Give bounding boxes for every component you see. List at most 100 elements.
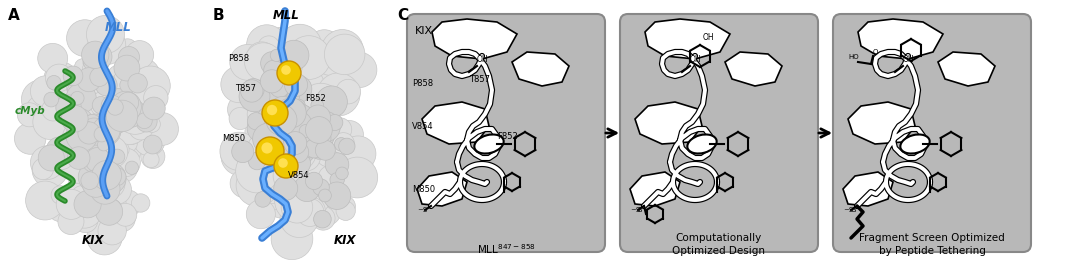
Polygon shape bbox=[635, 102, 702, 144]
Circle shape bbox=[72, 134, 90, 151]
Circle shape bbox=[299, 138, 322, 161]
Circle shape bbox=[274, 99, 307, 131]
Circle shape bbox=[287, 90, 299, 102]
Circle shape bbox=[56, 189, 86, 219]
Circle shape bbox=[92, 160, 122, 190]
Circle shape bbox=[280, 147, 309, 176]
Circle shape bbox=[291, 105, 315, 130]
Circle shape bbox=[30, 146, 64, 180]
Circle shape bbox=[102, 95, 123, 117]
Circle shape bbox=[89, 123, 107, 141]
Circle shape bbox=[90, 122, 106, 138]
Circle shape bbox=[95, 74, 117, 96]
Text: F852: F852 bbox=[497, 132, 517, 141]
Circle shape bbox=[132, 194, 150, 212]
Circle shape bbox=[289, 63, 312, 85]
Circle shape bbox=[246, 25, 287, 65]
Circle shape bbox=[284, 120, 312, 148]
Circle shape bbox=[280, 161, 292, 173]
Circle shape bbox=[81, 132, 102, 153]
Circle shape bbox=[104, 184, 119, 198]
Circle shape bbox=[106, 99, 126, 120]
Circle shape bbox=[287, 36, 330, 80]
Circle shape bbox=[293, 163, 315, 186]
Circle shape bbox=[83, 108, 123, 148]
Circle shape bbox=[271, 27, 289, 46]
Text: cMyb: cMyb bbox=[15, 106, 45, 116]
Circle shape bbox=[48, 97, 72, 122]
Polygon shape bbox=[417, 172, 467, 206]
Circle shape bbox=[288, 86, 319, 116]
Circle shape bbox=[91, 122, 111, 142]
Circle shape bbox=[279, 127, 299, 148]
Circle shape bbox=[220, 66, 257, 103]
Circle shape bbox=[87, 85, 116, 113]
Text: P858: P858 bbox=[411, 79, 433, 88]
Circle shape bbox=[78, 113, 113, 148]
Circle shape bbox=[336, 201, 355, 221]
Circle shape bbox=[269, 134, 299, 164]
Circle shape bbox=[63, 97, 89, 123]
Circle shape bbox=[97, 125, 114, 142]
Circle shape bbox=[90, 122, 123, 156]
Circle shape bbox=[117, 135, 137, 155]
Circle shape bbox=[62, 105, 89, 132]
Circle shape bbox=[294, 136, 321, 163]
Circle shape bbox=[285, 75, 312, 103]
Circle shape bbox=[276, 193, 307, 223]
Circle shape bbox=[324, 34, 365, 75]
Circle shape bbox=[281, 65, 291, 75]
Circle shape bbox=[44, 62, 78, 96]
Circle shape bbox=[276, 61, 301, 85]
Circle shape bbox=[106, 100, 138, 132]
Circle shape bbox=[89, 136, 118, 165]
Circle shape bbox=[273, 176, 298, 200]
Circle shape bbox=[313, 210, 332, 228]
Circle shape bbox=[67, 20, 104, 57]
Circle shape bbox=[319, 165, 343, 190]
Text: Fragment Screen Optimized
by Peptide Tethering: Fragment Screen Optimized by Peptide Tet… bbox=[859, 233, 1004, 256]
Circle shape bbox=[26, 181, 65, 220]
Circle shape bbox=[87, 118, 103, 133]
Circle shape bbox=[299, 124, 312, 138]
Circle shape bbox=[288, 145, 303, 160]
Circle shape bbox=[336, 79, 361, 104]
Circle shape bbox=[284, 118, 308, 142]
Circle shape bbox=[310, 111, 340, 142]
Circle shape bbox=[256, 88, 286, 118]
Circle shape bbox=[287, 120, 313, 146]
Circle shape bbox=[297, 121, 321, 145]
Circle shape bbox=[314, 105, 337, 128]
Circle shape bbox=[95, 168, 125, 198]
Circle shape bbox=[89, 93, 125, 130]
Circle shape bbox=[294, 115, 312, 133]
Circle shape bbox=[287, 130, 314, 157]
Circle shape bbox=[247, 115, 274, 142]
Circle shape bbox=[63, 66, 83, 86]
Circle shape bbox=[288, 110, 310, 131]
Circle shape bbox=[67, 80, 84, 97]
Circle shape bbox=[283, 121, 309, 147]
Circle shape bbox=[329, 169, 346, 185]
Circle shape bbox=[280, 199, 319, 238]
Circle shape bbox=[83, 114, 102, 133]
Circle shape bbox=[83, 128, 113, 158]
Circle shape bbox=[81, 122, 111, 152]
Circle shape bbox=[253, 123, 284, 154]
Circle shape bbox=[110, 118, 125, 134]
Circle shape bbox=[327, 114, 342, 131]
Circle shape bbox=[284, 74, 303, 93]
Circle shape bbox=[336, 120, 363, 148]
Circle shape bbox=[315, 139, 343, 167]
Circle shape bbox=[102, 175, 132, 204]
Circle shape bbox=[82, 41, 109, 68]
Text: V854: V854 bbox=[411, 122, 434, 131]
Circle shape bbox=[67, 147, 90, 169]
Circle shape bbox=[124, 76, 140, 93]
Circle shape bbox=[264, 188, 285, 210]
Circle shape bbox=[280, 31, 306, 57]
Circle shape bbox=[259, 78, 286, 105]
Circle shape bbox=[119, 47, 139, 68]
Circle shape bbox=[325, 153, 349, 176]
Circle shape bbox=[306, 89, 328, 112]
